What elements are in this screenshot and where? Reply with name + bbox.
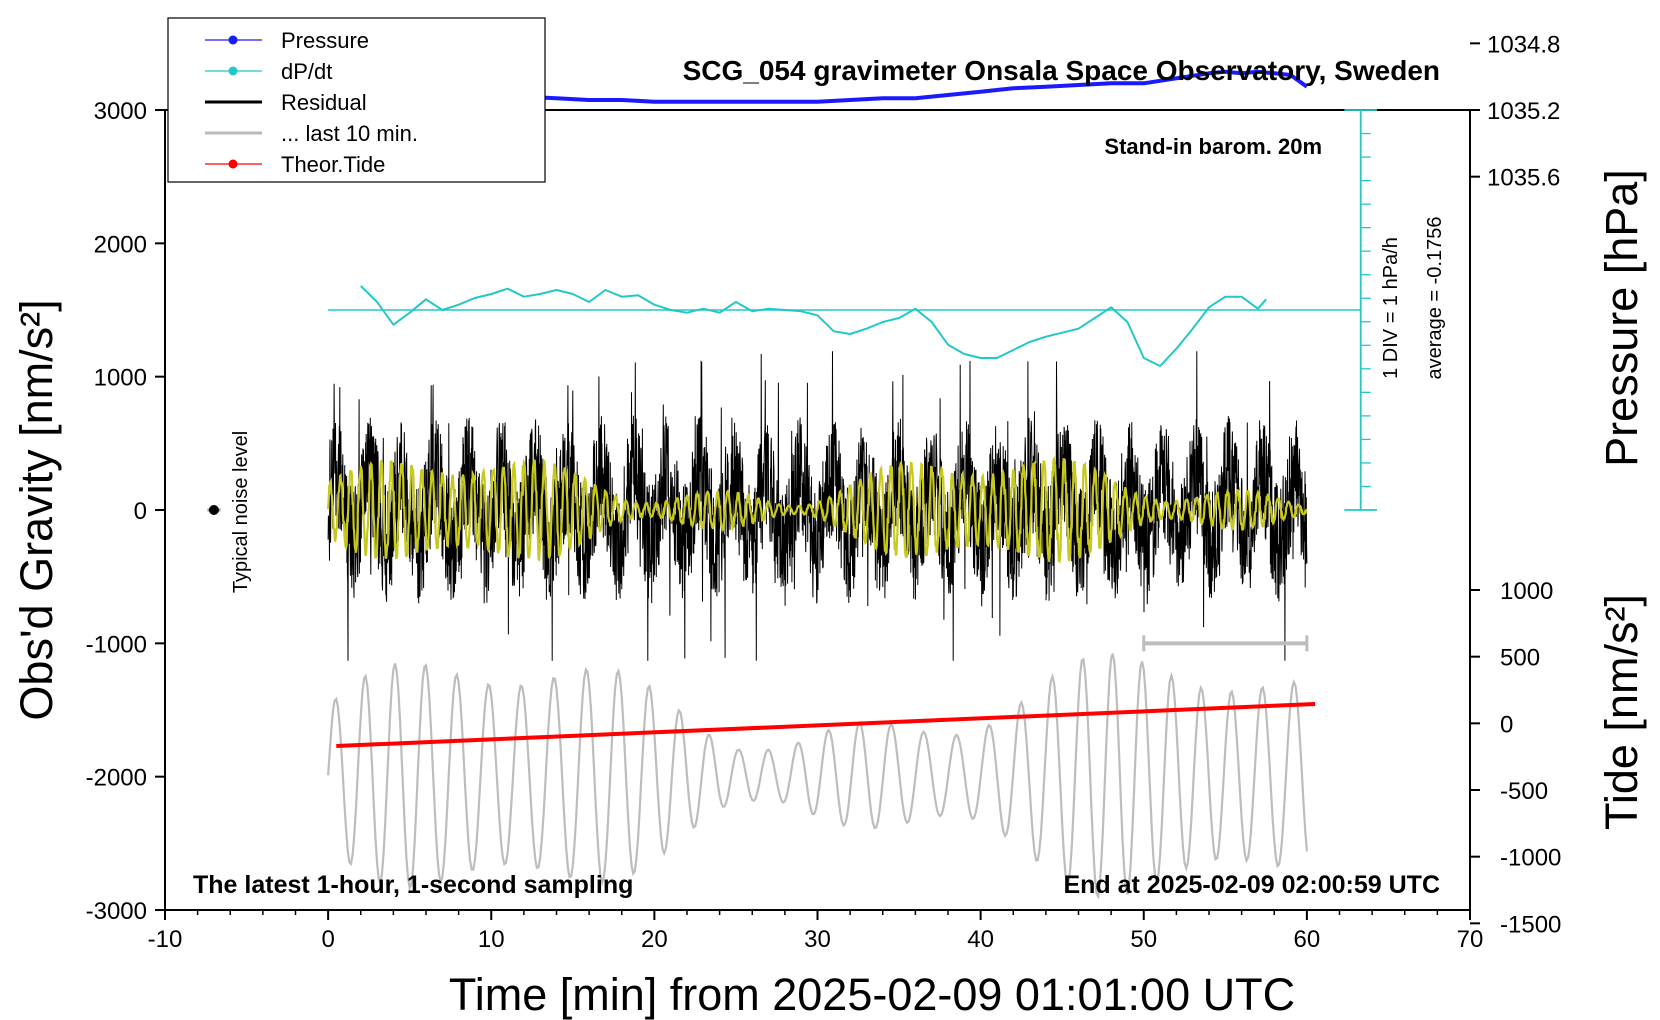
annotation-end-time: End at 2025-02-09 02:00:59 UTC — [1063, 871, 1440, 899]
pressure-tick-label: 1035.6 — [1487, 165, 1560, 192]
x-tick-label: 70 — [1457, 926, 1484, 953]
dpdt-line — [360, 285, 1267, 367]
last-10-min-line — [327, 653, 1308, 900]
legend-label: Theor.Tide — [281, 152, 385, 177]
filtered-residual-line — [327, 455, 1308, 564]
x-axis-label: Time [min] from 2025-02-09 01:01:00 UTC — [449, 969, 1295, 1020]
pressure-tick-label: 1034.8 — [1487, 31, 1560, 58]
legend-label: Residual — [281, 90, 367, 115]
x-tick-label: 10 — [478, 926, 505, 953]
legend-label: dP/dt — [281, 59, 332, 84]
annotation-noise-level: Typical noise level — [230, 431, 252, 593]
legend-marker — [228, 66, 238, 76]
y-tick-label: 0 — [134, 498, 147, 525]
axis-layer: -10 0 10 20 30 40 50 60 70 -3000 -2000 -1000 0 1000 20… — [86, 31, 1562, 953]
theor-tide-line — [336, 702, 1316, 748]
x-tick-label: -10 — [148, 926, 183, 953]
x-tick-label: 40 — [967, 926, 994, 953]
tide-tick-label: 500 — [1500, 645, 1540, 672]
tide-tick-label: 1000 — [1500, 578, 1553, 605]
y-axis-label-left: Obs'd Gravity [nm/s²] — [11, 299, 62, 720]
y-tick-label: -3000 — [86, 898, 147, 925]
annotation-div-scale: 1 DIV = 1 hPa/h — [1380, 237, 1402, 379]
legend-box — [167, 17, 546, 183]
trace-layer — [207, 69, 1378, 900]
legend: Pressure dP/dt Residual ... last 10 min. The… — [167, 17, 546, 183]
annotation-sampling: The latest 1-hour, 1-second sampling — [193, 871, 633, 899]
tide-tick-label: -1000 — [1500, 845, 1561, 872]
annotation-average: average = -0.1756 — [1424, 217, 1446, 380]
pressure-axis-label: Pressure [hPa] — [1596, 169, 1647, 467]
x-tick-label: 30 — [804, 926, 831, 953]
tide-axis-label: Tide [nm/s²] — [1596, 594, 1647, 830]
legend-marker — [228, 159, 238, 169]
legend-marker — [228, 35, 238, 45]
annotation-stand-in-barom: Stand-in barom. 20m — [1104, 134, 1322, 159]
chart-title: SCG_054 gravimeter Onsala Space Observat… — [683, 55, 1440, 86]
x-tick-label: 60 — [1294, 926, 1321, 953]
legend-label: Pressure — [281, 28, 369, 53]
y-tick-label: -2000 — [86, 765, 147, 792]
tide-tick-label: 0 — [1500, 711, 1513, 738]
y-tick-label: 2000 — [94, 231, 147, 258]
x-tick-label: 50 — [1130, 926, 1157, 953]
y-tick-label: 3000 — [94, 98, 147, 125]
pressure-tick-label: 1035.2 — [1487, 98, 1560, 125]
x-tick-label: 0 — [321, 926, 334, 953]
tide-tick-label: -500 — [1500, 778, 1548, 805]
y-tick-label: 1000 — [94, 365, 147, 392]
x-tick-label: 20 — [641, 926, 668, 953]
tide-tick-label: -1500 — [1500, 911, 1561, 938]
legend-label: ... last 10 min. — [281, 121, 418, 146]
y-tick-label: -1000 — [86, 631, 147, 658]
noise-level-dot — [208, 505, 219, 515]
